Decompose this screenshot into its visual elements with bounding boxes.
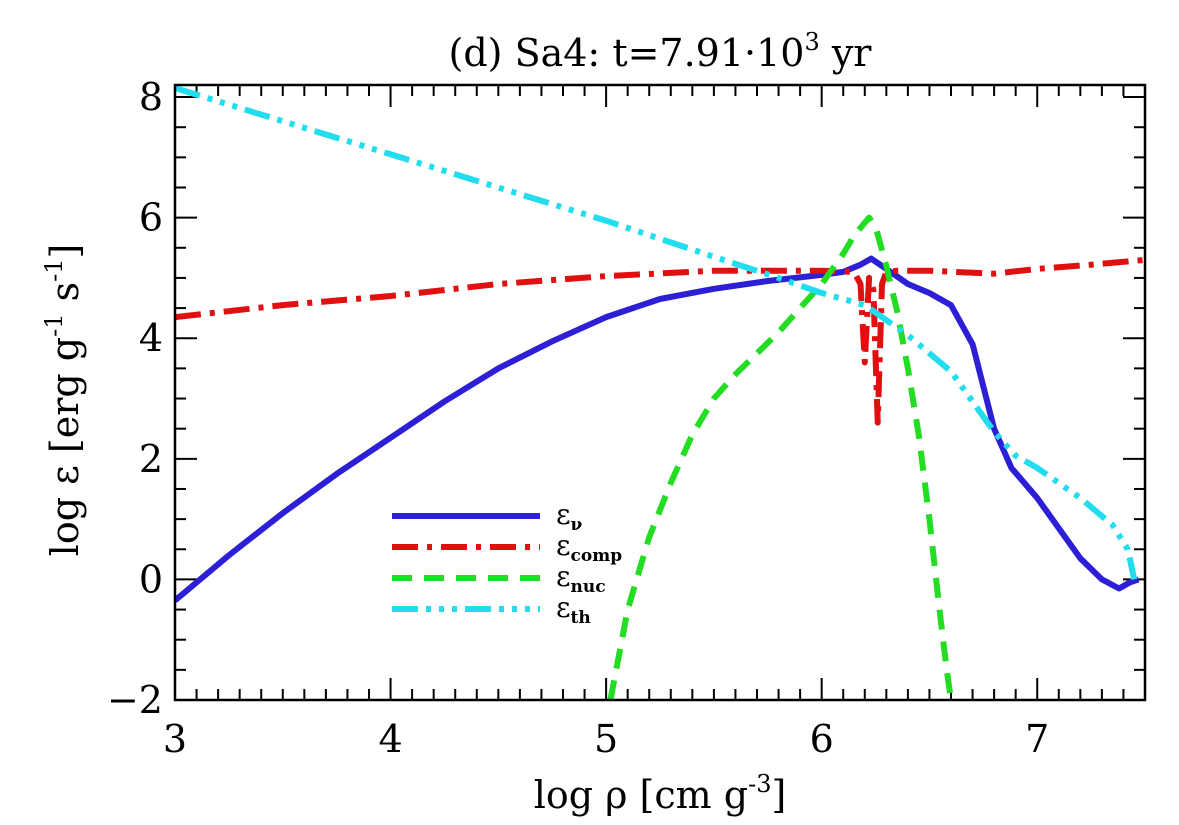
x-tick-label: 7 [1025, 717, 1049, 761]
chart-title: (d) Sa4: t=7.91·103 yr [449, 28, 873, 75]
axis-ticks [174, 85, 1146, 701]
y-tick-label: 6 [139, 196, 163, 240]
chart-title-sup: 3 [804, 28, 819, 56]
series-line-ν [175, 255, 1140, 603]
y-tick-label: 8 [139, 75, 163, 119]
y-axis-label-part2: s [43, 282, 87, 314]
y-axis-label-part3: ] [43, 244, 87, 259]
chart-title-prefix: (d) Sa4: t=7.91·10 [449, 31, 805, 75]
series-line-th [175, 85, 1138, 581]
x-tick-label: 3 [163, 717, 187, 761]
x-axis-label-suffix: ] [771, 773, 786, 817]
legend-label-ν: εν [556, 498, 583, 535]
y-axis-label-part1: log ε [erg g [43, 337, 87, 556]
axis-tick-labels: 3 4 5 6 7 −2 0 2 4 6 8 [107, 75, 1049, 761]
y-tick-label: 4 [139, 316, 163, 360]
x-axis-label: log ρ [cm g-3] [534, 770, 787, 817]
y-axis-label-sup2: -1 [40, 259, 68, 282]
y-tick-label: 0 [139, 557, 163, 601]
y-tick-label: −2 [107, 678, 163, 722]
y-axis-label: log ε [erg g-1 s-1] [40, 244, 87, 557]
x-tick-label: 5 [594, 717, 618, 761]
y-tick-label: 2 [139, 437, 163, 481]
series-layer [175, 85, 1145, 700]
x-tick-label: 6 [810, 717, 834, 761]
x-tick-label: 4 [378, 717, 402, 761]
plot-frame [173, 83, 1147, 702]
x-axis-label-sup: -3 [748, 770, 771, 798]
y-axis-label-sup1: -1 [40, 314, 68, 337]
chart-title-suffix: yr [820, 31, 873, 75]
x-axis-label-prefix: log ρ [cm g [534, 773, 748, 817]
legend-label-nuc: εnuc [556, 560, 606, 597]
series-line-nuc [607, 214, 954, 700]
series-line-comp [175, 256, 1145, 426]
legend-label-th: εth [556, 591, 591, 628]
legend-label-comp: εcomp [556, 529, 622, 566]
